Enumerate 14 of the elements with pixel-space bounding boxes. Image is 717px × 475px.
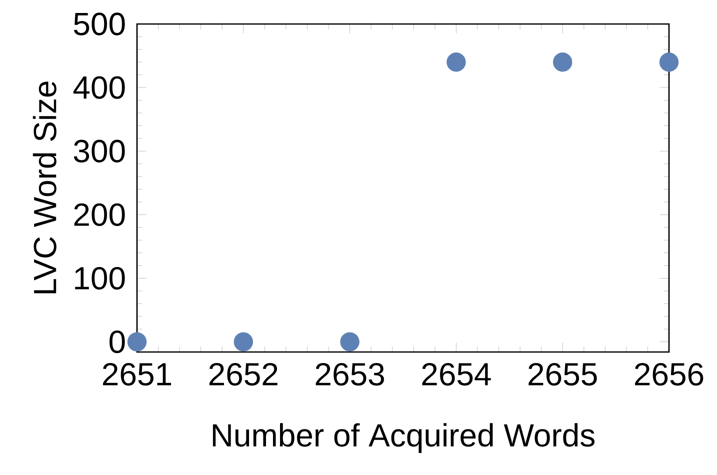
x-tick-label: 2651 (103, 362, 172, 386)
y-tick-label: 300 (74, 140, 125, 162)
y-tick-label: 0 (110, 330, 125, 354)
x-tick-label: 2655 (528, 362, 597, 386)
x-tick-label: 2652 (209, 362, 278, 386)
x-tick-label: 2656 (635, 362, 704, 386)
x-tick-label: 2654 (422, 362, 491, 386)
x-axis-title: Number of Acquired Words (212, 423, 594, 454)
x-tick-label: 2653 (316, 362, 384, 386)
y-axis-title: LVC Word Size (32, 82, 56, 294)
y-tick-label: 200 (74, 203, 125, 226)
y-tick-label: 100 (75, 266, 125, 290)
y-tick-label: 500 (74, 12, 125, 36)
y-tick-label: 400 (73, 76, 125, 99)
